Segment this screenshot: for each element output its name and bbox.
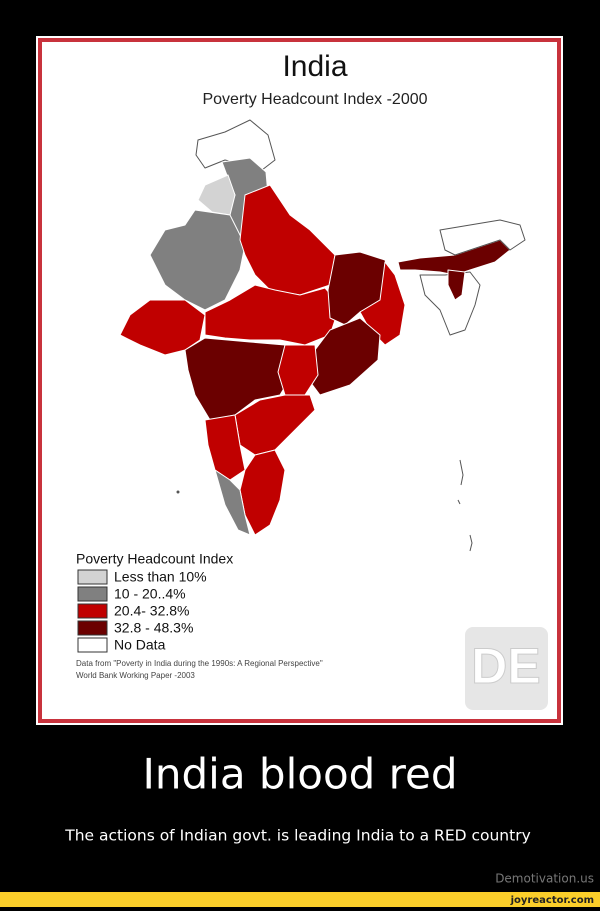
logo: DE [471,638,540,694]
legend-item: 20.4- 32.8% [114,603,190,619]
region-up [239,184,336,296]
legend-item: Less than 10% [114,569,207,585]
map-subtitle: Poverty Headcount Index -2000 [202,91,427,108]
legend-swatch [77,586,108,602]
watermark: joyreactor.com [510,895,594,906]
region-arunachal [439,219,526,256]
region-andhra [234,394,316,456]
legend-item: 10 - 20..4% [114,586,186,602]
andaman [457,459,473,552]
watermark-bar [0,892,600,907]
legend: Less than 10% 10 - 20..4% 20.4- 32.8% 32… [77,569,207,653]
source-note: World Bank Working Paper -2003 [76,671,195,680]
legend-swatch [77,603,108,619]
legend-item: 32.8 - 48.3% [114,620,193,636]
islands [176,459,473,552]
caption: India blood red [143,750,458,799]
site-name: Demotivation.us [495,872,594,886]
logo-box [465,627,548,710]
legend-swatch [77,620,108,636]
legend-swatch [77,569,108,585]
source-note: Data from "Poverty in India during the 1… [76,659,323,668]
lakshadweep [176,490,180,494]
legend-item: No Data [114,637,166,653]
subcaption: The actions of Indian govt. is leading I… [64,827,531,845]
region-kerala [214,469,251,536]
region-bengal [359,261,406,346]
region-gujarat [119,299,206,356]
map [119,119,526,536]
region-tripura [447,269,466,301]
map-title: India [282,50,347,83]
legend-title: Poverty Headcount Index [76,551,233,567]
legend-swatch [77,637,108,653]
region-maharashtra [184,337,296,421]
region-karnataka [204,414,246,481]
